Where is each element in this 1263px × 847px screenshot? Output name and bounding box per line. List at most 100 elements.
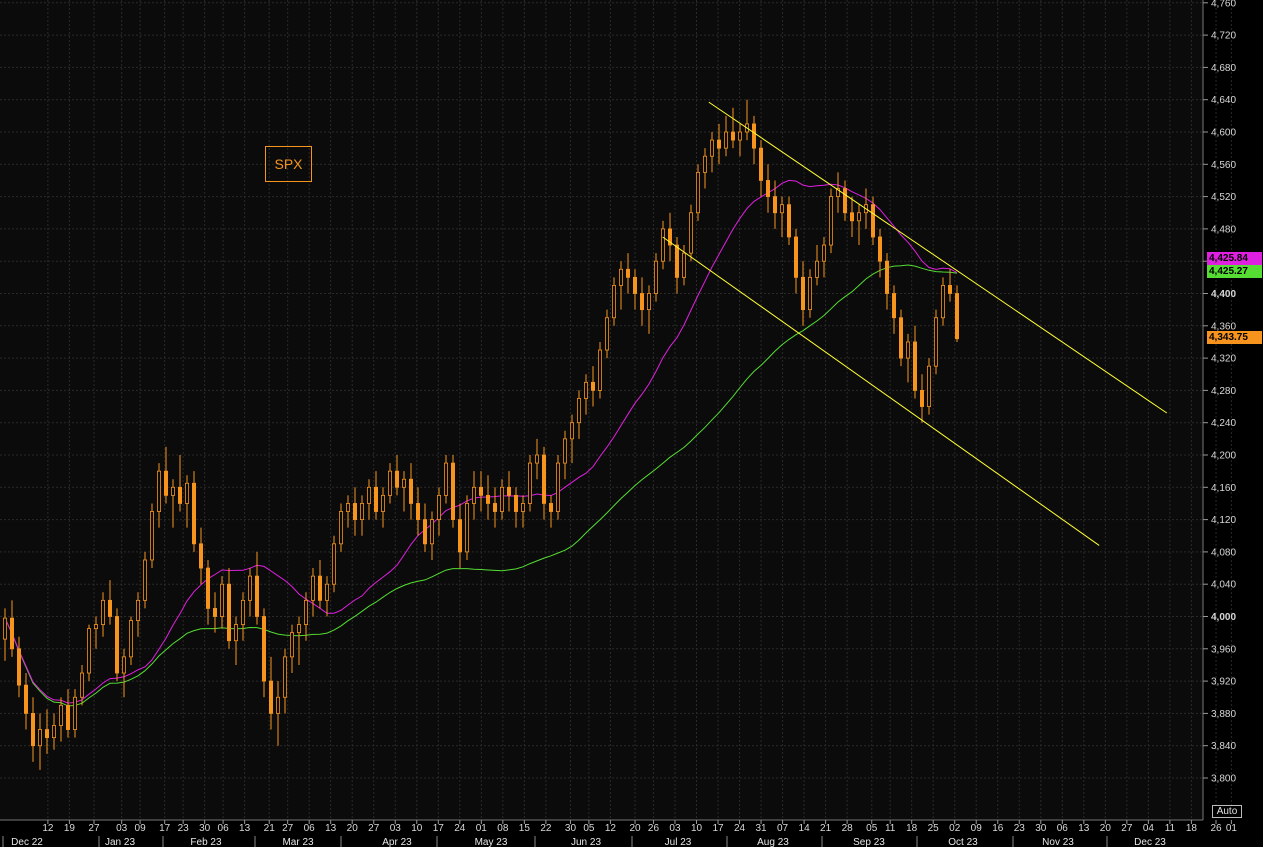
candle <box>878 228 883 278</box>
y-tick-label: 4,240 <box>1211 418 1236 429</box>
candle <box>415 487 420 536</box>
x-tick-label: 13 <box>239 823 251 834</box>
x-tick-label: 24 <box>734 823 746 834</box>
x-tick-label: 16 <box>992 823 1004 834</box>
candle-body <box>380 494 385 512</box>
candle-body <box>612 285 617 319</box>
x-tick-label: 18 <box>906 823 918 834</box>
candle <box>66 689 71 738</box>
candle <box>338 503 343 552</box>
candle-body <box>108 599 113 617</box>
candle <box>52 713 57 750</box>
candle <box>401 471 406 512</box>
candle-body <box>30 713 35 747</box>
candle-body <box>352 503 357 521</box>
x-month-label: Mar 23 <box>282 837 314 847</box>
trendlines <box>662 101 1168 546</box>
candle-body <box>682 252 687 278</box>
candle <box>38 713 43 770</box>
y-tick-label: 4,560 <box>1211 160 1236 171</box>
candle-body <box>794 236 799 278</box>
candle-body <box>366 486 371 504</box>
candle <box>570 414 575 464</box>
candle-body <box>156 470 161 512</box>
y-tick-label: 4,400 <box>1211 289 1236 300</box>
candle-body <box>331 543 336 585</box>
candle <box>829 188 834 254</box>
candle <box>16 636 21 698</box>
candle <box>710 132 715 173</box>
candle <box>556 455 561 520</box>
x-tick-label: 08 <box>497 823 509 834</box>
candle <box>296 616 301 665</box>
candle <box>59 697 64 742</box>
candle <box>773 180 778 229</box>
candle <box>261 608 266 698</box>
x-tick-label: 12 <box>42 823 54 834</box>
candle-body <box>464 503 469 553</box>
candle <box>913 325 918 399</box>
candle-body <box>163 470 168 496</box>
candle <box>948 269 953 302</box>
x-tick-label: 01 <box>476 823 488 834</box>
candle-body <box>338 511 343 545</box>
candle <box>198 527 203 585</box>
ma-slow-price-tag: 4,425.27 <box>1207 265 1262 278</box>
x-tick-label: 11 <box>885 823 896 834</box>
x-tick-label: 31 <box>755 823 767 834</box>
candle-body <box>52 725 57 739</box>
x-tick-label: 12 <box>605 823 617 834</box>
candle <box>9 600 14 657</box>
candle-body <box>3 617 8 640</box>
candle-body <box>59 704 64 726</box>
x-tick-label: 30 <box>199 823 211 834</box>
candle <box>521 495 526 528</box>
candle <box>233 616 238 665</box>
candle-body <box>892 293 897 319</box>
y-tick-label: 4,000 <box>1211 612 1236 623</box>
candle <box>661 220 666 270</box>
x-axis-day-ticks[interactable]: 12 19 27 03 09 17 23 30 06 13 21 27 06 13 20 27 03 10 17 24… <box>42 820 1237 834</box>
y-tick-label: 3,920 <box>1211 677 1236 688</box>
candle-body <box>359 503 364 521</box>
x-tick-label: 30 <box>565 823 577 834</box>
candle-body <box>605 317 610 351</box>
x-tick-label: 21 <box>264 823 276 834</box>
candle-body <box>387 470 392 496</box>
x-tick-label: 27 <box>1121 823 1133 834</box>
candle-body <box>191 482 196 545</box>
candle <box>955 285 960 342</box>
candle-body <box>619 268 624 286</box>
candle-body <box>401 478 406 488</box>
x-tick-label: 09 <box>971 823 983 834</box>
candle-body <box>857 212 862 222</box>
candle <box>268 656 273 730</box>
candle <box>815 245 820 286</box>
x-month-label: Aug 23 <box>757 837 789 847</box>
plot-background <box>0 0 1203 820</box>
candle-body <box>87 628 92 674</box>
y-tick-label: 4,200 <box>1211 451 1236 462</box>
x-axis-month-labels[interactable]: Dec 22 Jan 23 Feb 23 Mar 23 Apr 23 May 23 Jun … <box>2 836 1166 847</box>
candle-body <box>289 632 294 658</box>
candle-body <box>780 204 785 214</box>
x-tick-label: 17 <box>712 823 724 834</box>
candle <box>850 196 855 237</box>
candle-body <box>16 648 21 686</box>
candle-body <box>885 260 890 294</box>
candle-body <box>955 293 960 340</box>
upper-trendline <box>708 101 1168 414</box>
x-month-label: Sep 23 <box>853 837 885 847</box>
x-tick-label: 10 <box>691 823 703 834</box>
candle <box>135 592 140 637</box>
candle <box>899 309 904 367</box>
candle-body <box>373 486 378 512</box>
candle-body <box>415 503 420 521</box>
candle-body <box>226 583 231 642</box>
auto-scale-button[interactable]: Auto <box>1212 805 1242 818</box>
candle <box>584 374 589 415</box>
candle <box>563 430 568 480</box>
candle <box>492 487 497 528</box>
candle <box>920 374 925 423</box>
candle-body <box>815 260 820 278</box>
